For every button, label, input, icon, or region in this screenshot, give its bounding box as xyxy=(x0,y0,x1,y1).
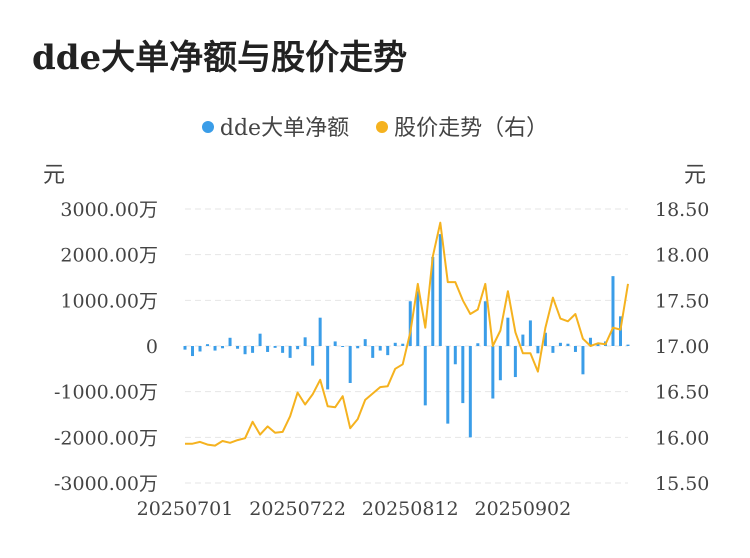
dde-bar xyxy=(476,343,480,346)
dde-bar xyxy=(491,346,495,399)
x-axis-tick-label: 20250701 xyxy=(137,498,234,520)
dde-bar xyxy=(206,344,210,346)
dde-bar xyxy=(296,346,300,350)
dde-bar xyxy=(536,346,540,354)
dde-bar xyxy=(618,316,622,346)
right-axis-unit: 元 xyxy=(684,163,707,188)
dde-bar xyxy=(438,234,442,346)
dde-bar xyxy=(596,343,600,346)
dde-bar xyxy=(243,346,247,355)
dde-bar xyxy=(378,346,382,351)
left-axis-tick-label: -3000.00万 xyxy=(54,473,158,495)
dde-bar xyxy=(483,301,487,346)
dde-bar xyxy=(288,346,292,358)
dde-bar xyxy=(558,342,562,346)
dde-bar xyxy=(198,346,202,352)
right-axis-tick-label: 16.50 xyxy=(655,382,709,404)
dde-bar xyxy=(266,346,270,352)
dde-bar xyxy=(326,346,330,390)
dde-bar xyxy=(363,339,367,346)
dde-bar xyxy=(498,346,502,381)
dde-bar xyxy=(528,320,532,346)
dde-bar xyxy=(566,343,570,346)
left-axis-tick-label: 2000.00万 xyxy=(60,245,158,267)
legend-dot-dde xyxy=(201,121,214,133)
left-axis-tick-label: -2000.00万 xyxy=(54,427,158,449)
dde-bar xyxy=(386,346,390,356)
legend-item-dde[interactable]: dde大单净额 xyxy=(201,110,350,142)
x-axis-tick-label: 20250902 xyxy=(475,498,572,520)
x-axis-tick-label: 20250722 xyxy=(249,498,346,520)
chart-title: dde大单净额与股价走势 xyxy=(32,38,408,78)
dde-bar xyxy=(446,346,450,424)
dde-bar xyxy=(191,346,195,357)
dde-bar xyxy=(521,334,525,346)
dde-bar xyxy=(588,337,592,346)
dde-bar xyxy=(611,276,615,346)
dde-bar xyxy=(573,346,577,352)
legend-item-price[interactable]: 股价走势（右） xyxy=(376,110,548,142)
legend-dot-price xyxy=(376,121,389,133)
dde-bar xyxy=(221,346,225,349)
dde-bar xyxy=(423,346,427,406)
dde-bar xyxy=(506,317,510,346)
legend-label-dde: dde大单净额 xyxy=(219,116,350,141)
dde-bar xyxy=(401,343,405,346)
dde-bar xyxy=(258,333,262,346)
dde-bar xyxy=(371,346,375,358)
right-axis-tick-label: 17.00 xyxy=(655,336,709,358)
dde-bar xyxy=(453,346,457,365)
dde-bar xyxy=(356,346,360,349)
left-axis-tick-label: -1000.00万 xyxy=(54,382,158,404)
dde-bar xyxy=(543,332,547,346)
dde-bar xyxy=(551,346,555,353)
dde-bar xyxy=(281,346,285,353)
dde-bar xyxy=(251,346,255,353)
dde-bar xyxy=(228,337,232,346)
right-axis-tick-label: 16.00 xyxy=(655,427,709,449)
dde-bar xyxy=(183,346,187,350)
dde-bar xyxy=(333,341,337,346)
dde-bar xyxy=(348,346,352,383)
dde-bar xyxy=(393,342,397,346)
left-axis-unit: 元 xyxy=(43,163,66,188)
dde-bar xyxy=(311,346,315,366)
dde-bar xyxy=(236,346,240,349)
dde-bar xyxy=(318,317,322,346)
right-axis-tick-label: 18.00 xyxy=(655,245,709,267)
legend-label-price: 股价走势（右） xyxy=(394,116,549,141)
left-axis-tick-label: 3000.00万 xyxy=(60,199,158,221)
dde-bar xyxy=(341,346,345,347)
right-axis-tick-label: 17.50 xyxy=(655,290,709,312)
left-axis-tick-label: 0 xyxy=(146,336,158,358)
dde-bar xyxy=(461,346,465,404)
dde-bar xyxy=(416,291,420,346)
dde-bar xyxy=(513,346,517,378)
chart-legend: dde大单净额 股价走势（右） xyxy=(0,110,750,142)
dde-bar xyxy=(408,301,412,346)
dde-bar xyxy=(303,337,307,346)
x-axis-tick-label: 20250812 xyxy=(362,498,459,520)
dde-bar xyxy=(273,346,277,348)
dde-bar xyxy=(213,346,217,351)
dde-bar xyxy=(581,346,585,375)
price-line xyxy=(185,221,629,447)
right-axis-tick-label: 18.50 xyxy=(655,199,709,221)
left-axis-tick-label: 1000.00万 xyxy=(60,290,158,312)
dde-bar xyxy=(468,346,472,438)
right-axis-tick-label: 15.50 xyxy=(655,473,709,495)
dde-bar xyxy=(431,256,435,346)
dde-bar xyxy=(626,344,630,346)
